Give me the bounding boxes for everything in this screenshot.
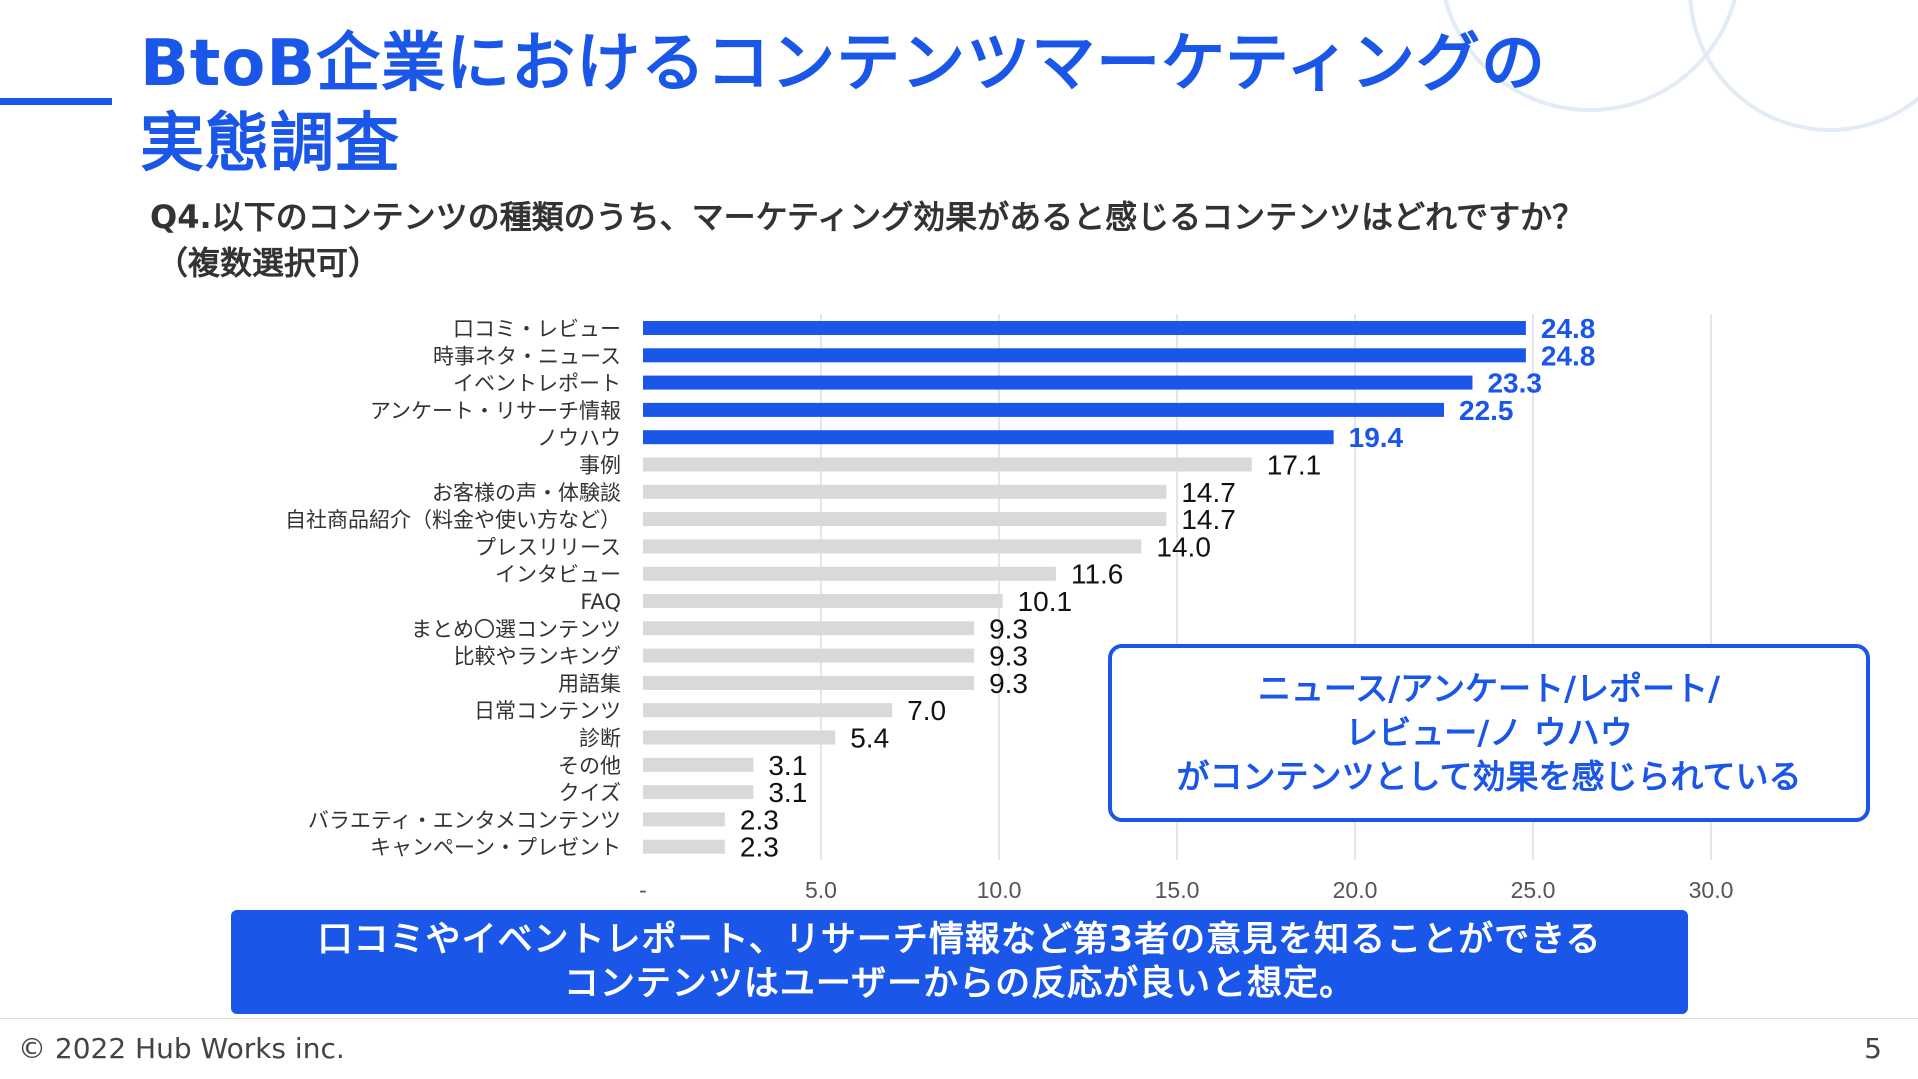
callout-line: レビュー/ノ ウハウ [1345, 713, 1633, 752]
x-tick-label: 30.0 [1689, 877, 1734, 903]
bar [643, 621, 975, 636]
conclusion-banner: 口コミやイベントレポート、リサーチ情報など第3者の意見を知ることができる コンテ… [231, 910, 1688, 1014]
bar [643, 375, 1473, 390]
data-label: 11.6 [1071, 559, 1123, 590]
question-text: Q4.以下のコンテンツの種類のうち、マーケティング効果があると感じるコンテンツは… [150, 198, 1585, 236]
slide-title-line2: 実態調査 [140, 107, 400, 181]
x-tick-label: 10.0 [977, 877, 1022, 903]
category-label: イベントレポート [453, 372, 621, 396]
bar [643, 730, 836, 745]
data-label: 22.5 [1459, 395, 1514, 426]
x-tick-label: - [639, 877, 647, 903]
callout-line: ニュース/アンケート/レポート/ [1257, 669, 1721, 708]
x-tick-label: 25.0 [1511, 877, 1556, 903]
survey-question: Q4.以下のコンテンツの種類のうち、マーケティング効果があると感じるコンテンツは… [150, 194, 1850, 286]
category-label: ノウハウ [537, 426, 621, 450]
category-label: その他 [558, 754, 621, 778]
slide-title: BtoB企業におけるコンテンツマーケティングの 実態調査 [140, 24, 1640, 184]
bar [643, 512, 1167, 527]
bar [643, 457, 1252, 472]
x-tick-label: 5.0 [805, 877, 837, 903]
data-label: 17.1 [1267, 450, 1322, 481]
data-label: 14.7 [1181, 504, 1236, 535]
data-label: 5.4 [850, 723, 889, 754]
data-label: 14.7 [1181, 477, 1236, 508]
data-label: 9.3 [989, 668, 1028, 699]
category-label: プレスリリース [475, 535, 621, 559]
bar [643, 675, 975, 690]
data-label: 3.1 [768, 777, 807, 808]
category-label: 比較やランキング [454, 645, 621, 669]
data-label: 9.3 [989, 613, 1028, 644]
data-label: 19.4 [1349, 422, 1404, 453]
data-label: 9.3 [989, 641, 1028, 672]
category-label: 診断 [579, 727, 621, 751]
data-label: 7.0 [907, 695, 946, 726]
category-label: FAQ [580, 590, 621, 614]
bar [643, 839, 725, 854]
data-label: 2.3 [740, 804, 779, 835]
data-label: 14.0 [1156, 531, 1211, 562]
footer-divider [0, 1018, 1918, 1019]
bar [643, 594, 1003, 608]
bar [643, 703, 893, 718]
bar [643, 348, 1526, 363]
data-label: 3.1 [768, 750, 807, 781]
category-label: アンケート・リサーチ情報 [370, 399, 621, 423]
bar [643, 757, 754, 772]
bar [643, 539, 1142, 554]
category-label: 日常コンテンツ [474, 699, 621, 723]
banner-line: 口コミやイベントレポート、リサーチ情報など第3者の意見を知ることができる [317, 920, 1602, 960]
category-label: お客様の声・体験談 [432, 481, 621, 505]
category-label: 用語集 [558, 672, 621, 696]
category-label: インタビュー [495, 563, 621, 587]
category-label: 自社商品紹介（料金や使い方など） [285, 508, 621, 532]
banner-line: コンテンツはユーザーからの反応が良いと想定。 [563, 964, 1356, 1004]
category-label: バラエティ・エンタメコンテンツ [308, 808, 621, 832]
data-label: 2.3 [740, 832, 779, 863]
callout-line: がコンテンツとして効果を感じられている [1176, 757, 1802, 796]
bar [643, 430, 1334, 445]
copyright: © 2022 Hub Works inc. [18, 1032, 345, 1065]
question-note: （複数選択可） [156, 244, 381, 282]
data-label: 24.8 [1541, 313, 1596, 344]
page-number: 5 [1864, 1032, 1882, 1065]
category-label: クイズ [559, 781, 621, 805]
bar [643, 648, 975, 663]
x-tick-label: 15.0 [1155, 877, 1200, 903]
bar [643, 402, 1444, 417]
category-label: 時事ネタ・ニュース [433, 344, 621, 368]
category-label: 口コミ・レビュー [453, 317, 621, 341]
category-label: キャンペーン・プレゼント [370, 836, 621, 860]
bar [643, 812, 725, 827]
category-label: 事例 [579, 454, 621, 478]
data-label: 24.8 [1541, 340, 1596, 371]
bar [643, 566, 1056, 581]
category-label: まとめ〇選コンテンツ [411, 617, 621, 641]
bar [643, 484, 1167, 499]
title-accent-rule [0, 98, 112, 105]
bar [643, 321, 1526, 335]
x-tick-label: 20.0 [1333, 877, 1378, 903]
callout-box: ニュース/アンケート/レポート/ レビュー/ノ ウハウ がコンテンツとして効果を… [1108, 644, 1870, 822]
bar [643, 785, 754, 800]
data-label: 10.1 [1018, 586, 1073, 617]
slide-title-line1: BtoB企業におけるコンテンツマーケティングの [140, 27, 1547, 101]
data-label: 23.3 [1487, 368, 1542, 399]
